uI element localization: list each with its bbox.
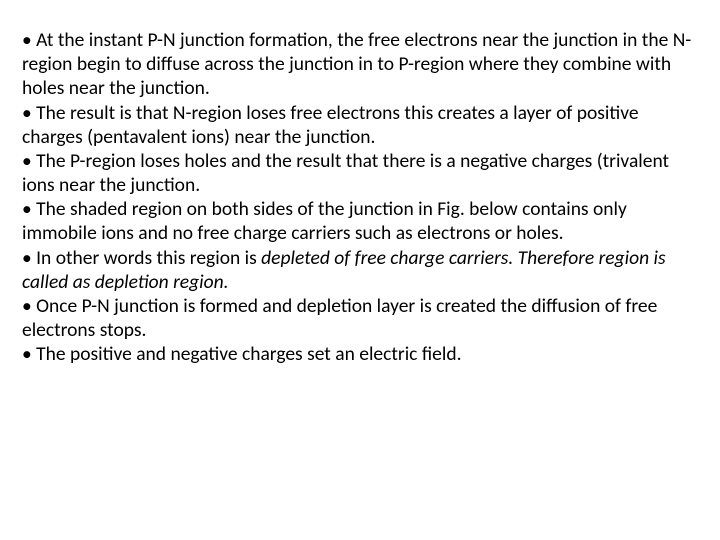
bullet-prefix: • [22,101,36,125]
bullet-prefix: • [22,294,36,318]
bullet-text: The result is that N-region loses free e… [22,101,639,149]
bullet-prefix: • [22,246,36,270]
bullet-item: • In other words this region is depleted… [22,246,698,294]
bullet-item: • The result is that N-region loses free… [22,101,698,149]
slide-body: • At the instant P-N junction formation,… [22,28,698,366]
bullet-item: • At the instant P-N junction formation,… [22,28,698,101]
bullet-text: The P-region loses holes and the result … [22,149,669,197]
bullet-text: Once P-N junction is formed and depletio… [22,294,657,342]
bullet-text: The positive and negative charges set an… [36,342,461,366]
slide: • At the instant P-N junction formation,… [0,0,720,540]
bullet-prefix: • [22,28,36,52]
bullet-item: • The shaded region on both sides of the… [22,197,698,245]
bullet-item: • The P-region loses holes and the resul… [22,149,698,197]
bullet-prefix: • [22,197,36,221]
bullet-prefix: • [22,342,36,366]
bullet-prefix: • [22,149,36,173]
bullet-text: The shaded region on both sides of the j… [22,197,627,245]
bullet-item: • Once P-N junction is formed and deplet… [22,294,698,342]
bullet-text-plain: In other words this region is [36,246,261,270]
bullet-item: • The positive and negative charges set … [22,342,698,366]
bullet-text: At the instant P-N junction formation, t… [22,28,691,100]
